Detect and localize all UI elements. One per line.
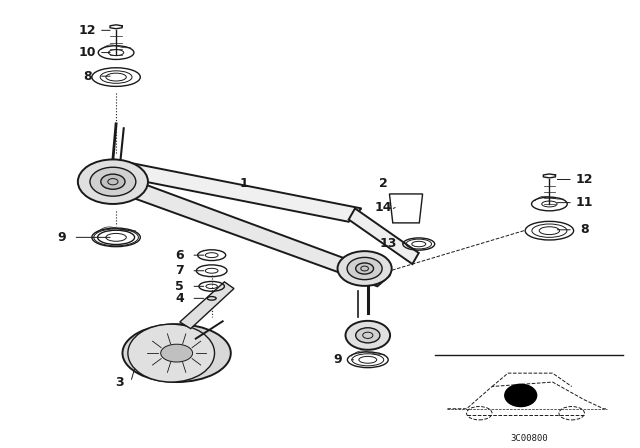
Text: 11: 11 (576, 196, 593, 209)
Circle shape (505, 384, 537, 406)
Ellipse shape (356, 328, 380, 343)
Text: 9: 9 (58, 231, 66, 244)
Polygon shape (349, 208, 419, 264)
Polygon shape (100, 159, 362, 222)
Text: 10: 10 (79, 46, 96, 59)
Text: 8: 8 (580, 223, 589, 236)
Text: 4: 4 (175, 292, 184, 305)
Polygon shape (180, 282, 234, 329)
Text: 12: 12 (576, 173, 593, 186)
Ellipse shape (90, 167, 136, 196)
Ellipse shape (337, 251, 392, 286)
Text: 14: 14 (375, 201, 392, 214)
Ellipse shape (356, 263, 374, 274)
Text: 6: 6 (175, 249, 184, 262)
Text: 2: 2 (380, 177, 388, 190)
Ellipse shape (161, 344, 193, 362)
Ellipse shape (128, 324, 214, 382)
Text: 5: 5 (175, 280, 184, 293)
Text: 12: 12 (79, 24, 96, 37)
Ellipse shape (346, 321, 390, 350)
Ellipse shape (100, 174, 125, 189)
Text: 13: 13 (380, 237, 397, 250)
Text: 3C00800: 3C00800 (510, 434, 547, 443)
Polygon shape (113, 177, 390, 286)
Ellipse shape (347, 258, 382, 280)
Text: 8: 8 (83, 70, 92, 83)
Text: 3: 3 (115, 375, 124, 388)
Ellipse shape (78, 159, 148, 204)
Text: 7: 7 (175, 264, 184, 277)
Text: 9: 9 (333, 353, 342, 366)
Text: 1: 1 (239, 177, 248, 190)
Ellipse shape (122, 324, 231, 382)
